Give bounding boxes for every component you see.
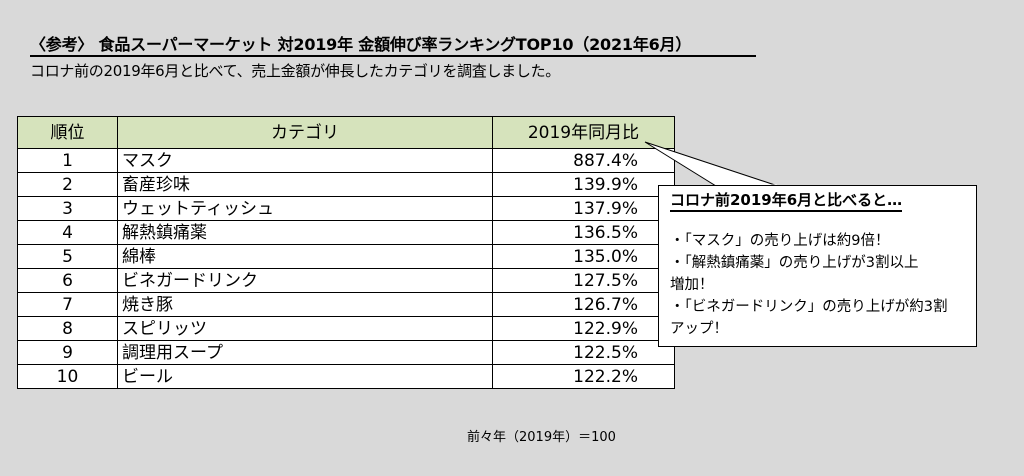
- value-cell: 136.5%: [492, 220, 675, 245]
- table-row: 4 解熱鎮痛薬 136.5%: [17, 220, 675, 245]
- ranking-table: 順位 カテゴリ 2019年同月比 1 マスク 887.4% 2 畜産珍味 139.9% 3 ウ…: [17, 116, 675, 389]
- value-cell: 137.9%: [492, 196, 675, 221]
- rank-cell: 5: [17, 244, 118, 269]
- base-note: 前々年（2019年）＝100: [467, 430, 616, 445]
- title-underline: [30, 55, 756, 57]
- rank-cell: 2: [17, 172, 118, 197]
- category-cell: 調理用スープ: [117, 340, 493, 365]
- category-cell: スピリッツ: [117, 316, 493, 341]
- value-cell: 887.4%: [492, 148, 675, 173]
- table-row: 6 ビネガードリンク 127.5%: [17, 268, 675, 293]
- callout-item-line: ・「マスク」の売り上げは約9倍！: [670, 233, 890, 249]
- rank-cell: 9: [17, 340, 118, 365]
- callout-item-line: ・「ビネガードリンク」の売り上げが約3割: [670, 299, 948, 315]
- category-cell: 綿棒: [117, 244, 493, 269]
- callout-item: ・「マスク」の売り上げは約9倍！: [670, 230, 976, 252]
- value-cell: 127.5%: [492, 268, 675, 293]
- value-cell: 126.7%: [492, 292, 675, 317]
- rank-cell: 4: [17, 220, 118, 245]
- table-row: 7 焼き豚 126.7%: [17, 292, 675, 317]
- value-cell: 122.5%: [492, 340, 675, 365]
- value-cell: 139.9%: [492, 172, 675, 197]
- rank-cell: 7: [17, 292, 118, 317]
- category-cell: 畜産珍味: [117, 172, 493, 197]
- ranking-table-body: 1 マスク 887.4% 2 畜産珍味 139.9% 3 ウェットティッシュ 137.9% 4 解熱…: [17, 148, 675, 389]
- rank-cell: 3: [17, 196, 118, 221]
- callout-box: コロナ前2019年6月と比べると… ・「マスク」の売り上げは約9倍！ ・「解熱鎮痛…: [658, 185, 977, 347]
- category-cell: ウェットティッシュ: [117, 196, 493, 221]
- callout-heading: コロナ前2019年6月と比べると…: [670, 190, 903, 212]
- table-row: 1 マスク 887.4%: [17, 148, 675, 173]
- page-subtitle: コロナ前の2019年6月と比べて、売上金額が伸長したカテゴリを調査しました。: [30, 62, 560, 80]
- table-row: 9 調理用スープ 122.5%: [17, 340, 675, 365]
- callout-list: ・「マスク」の売り上げは約9倍！ ・「解熱鎮痛薬」の売り上げが3割以上 増加！ ・「ビ…: [670, 230, 976, 340]
- table-header-row: 順位 カテゴリ 2019年同月比: [17, 116, 675, 149]
- callout-item: ・「ビネガードリンク」の売り上げが約3割 アップ！: [670, 296, 976, 340]
- value-cell: 122.2%: [492, 364, 675, 389]
- page-title: 〈参考〉 食品スーパーマーケット 対2019年 金額伸び率ランキングTOP10（…: [30, 35, 692, 54]
- value-cell: 122.9%: [492, 316, 675, 341]
- rank-cell: 1: [17, 148, 118, 173]
- category-cell: 焼き豚: [117, 292, 493, 317]
- value-cell: 135.0%: [492, 244, 675, 269]
- callout-item-line: 増加！: [670, 277, 714, 293]
- category-cell: ビール: [117, 364, 493, 389]
- callout-item-line: ・「解熱鎮痛薬」の売り上げが3割以上: [670, 255, 919, 271]
- header-category: カテゴリ: [117, 116, 493, 149]
- table-row: 3 ウェットティッシュ 137.9%: [17, 196, 675, 221]
- category-cell: 解熱鎮痛薬: [117, 220, 493, 245]
- callout-item-line: アップ！: [670, 321, 728, 337]
- rank-cell: 8: [17, 316, 118, 341]
- callout-item: ・「解熱鎮痛薬」の売り上げが3割以上 増加！: [670, 252, 976, 296]
- rank-cell: 6: [17, 268, 118, 293]
- category-cell: ビネガードリンク: [117, 268, 493, 293]
- rank-cell: 10: [17, 364, 118, 389]
- table-row: 8 スピリッツ 122.9%: [17, 316, 675, 341]
- table-row: 2 畜産珍味 139.9%: [17, 172, 675, 197]
- category-cell: マスク: [117, 148, 493, 173]
- table-row: 10 ビール 122.2%: [17, 364, 675, 389]
- header-rank: 順位: [17, 116, 118, 149]
- table-row: 5 綿棒 135.0%: [17, 244, 675, 269]
- header-value: 2019年同月比: [492, 116, 675, 149]
